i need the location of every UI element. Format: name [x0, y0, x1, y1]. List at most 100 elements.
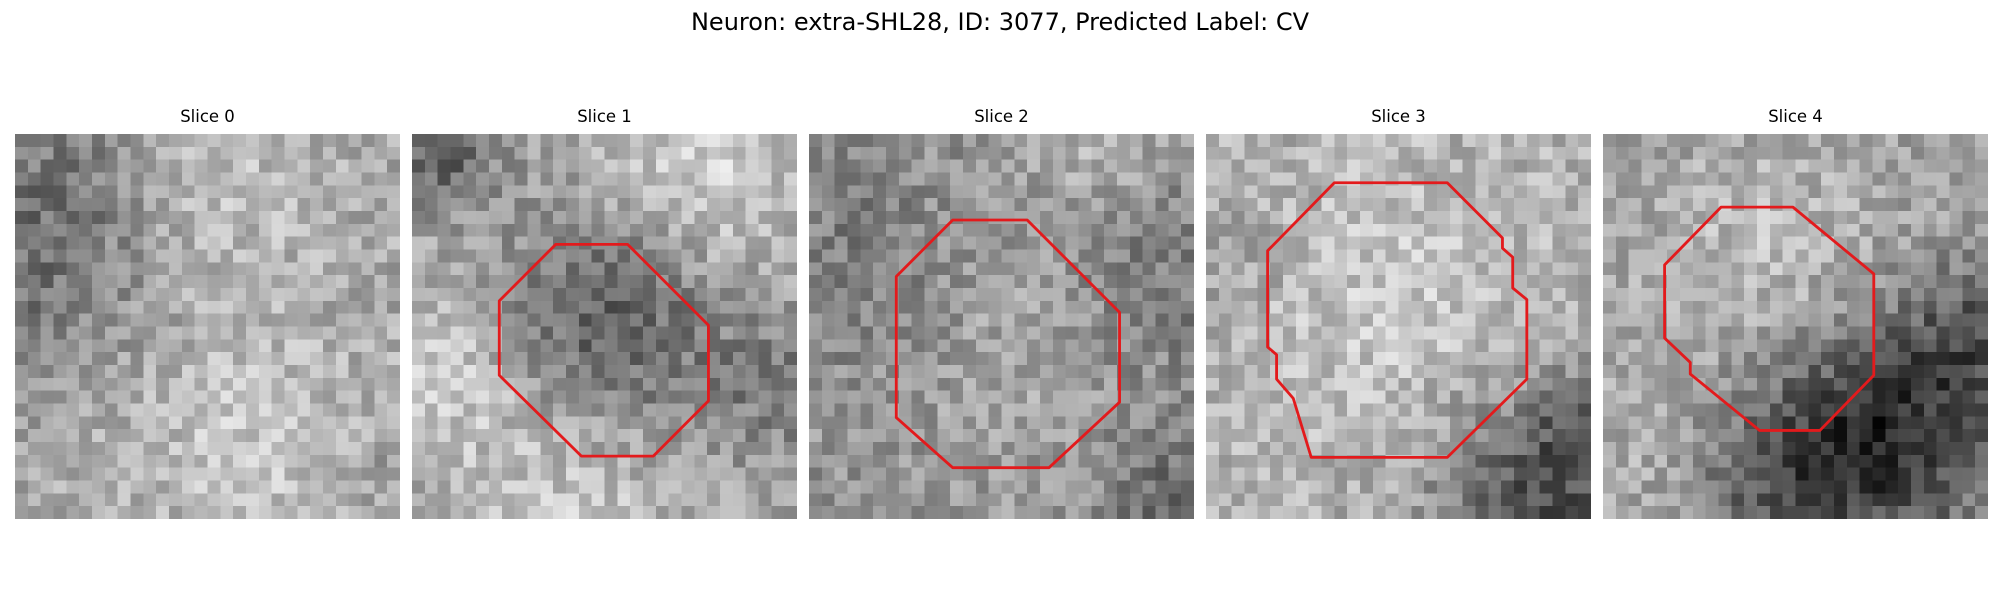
pixel — [1526, 223, 1540, 237]
pixel — [732, 172, 746, 186]
pixel — [271, 506, 285, 519]
pixel — [1539, 480, 1553, 494]
pixel — [771, 313, 785, 327]
pixel — [1078, 467, 1092, 481]
pixel — [1155, 493, 1169, 507]
pixel — [1872, 288, 1886, 302]
pixel — [1078, 480, 1092, 494]
pixel — [1411, 313, 1425, 327]
pixel — [40, 288, 54, 302]
pixel — [1744, 493, 1758, 507]
pixel — [1142, 288, 1156, 302]
pixel — [1014, 377, 1028, 391]
pixel — [1347, 223, 1361, 237]
pixel — [1821, 172, 1835, 186]
pixel — [1782, 223, 1796, 237]
pixel — [1705, 352, 1719, 366]
pixel — [911, 454, 925, 468]
pixel — [1001, 365, 1015, 379]
pixel — [707, 339, 721, 353]
pixel — [950, 172, 964, 186]
pixel — [514, 146, 528, 160]
pixel — [1821, 313, 1835, 327]
pixel — [1437, 506, 1451, 519]
pixel — [1654, 339, 1668, 353]
pixel — [501, 185, 515, 199]
pixel — [732, 467, 746, 481]
pixel — [348, 288, 362, 302]
pixel — [1680, 159, 1694, 173]
pixel — [1437, 365, 1451, 379]
pixel — [1308, 262, 1322, 276]
pixel — [1321, 159, 1335, 173]
pixel — [1475, 288, 1489, 302]
pixel — [1962, 185, 1976, 199]
pixel — [1065, 390, 1079, 404]
pixel — [732, 506, 746, 519]
pixel — [1168, 416, 1182, 430]
pixel — [220, 275, 234, 289]
pixel — [463, 288, 477, 302]
pixel — [1654, 146, 1668, 160]
pixel — [1321, 339, 1335, 353]
pixel — [1411, 211, 1425, 225]
pixel — [1014, 467, 1028, 481]
pixel — [130, 326, 144, 340]
pixel — [617, 172, 631, 186]
pixel — [1641, 326, 1655, 340]
pixel — [1308, 442, 1322, 456]
pixel — [898, 275, 912, 289]
pixel — [1168, 352, 1182, 366]
pixel — [348, 506, 362, 519]
pixel — [258, 262, 272, 276]
pixel — [937, 198, 951, 212]
pixel — [617, 377, 631, 391]
pixel — [1283, 480, 1297, 494]
pixel — [1539, 288, 1553, 302]
pixel — [1117, 211, 1131, 225]
pixel — [1782, 403, 1796, 417]
pixel — [79, 172, 93, 186]
pixel — [924, 146, 938, 160]
pixel — [1424, 211, 1438, 225]
pixel — [527, 454, 541, 468]
pixel — [1065, 416, 1079, 430]
pixel — [604, 262, 618, 276]
pixel — [463, 480, 477, 494]
pixel — [578, 288, 592, 302]
pixel — [1501, 300, 1515, 314]
pixel — [1552, 480, 1566, 494]
pixel — [847, 223, 861, 237]
pixel — [1411, 275, 1425, 289]
pixel — [540, 223, 554, 237]
pixel — [1615, 172, 1629, 186]
pixel — [591, 211, 605, 225]
pixel — [450, 185, 464, 199]
pixel — [1514, 326, 1528, 340]
pixel — [53, 275, 67, 289]
pixel — [1615, 262, 1629, 276]
pixel — [463, 262, 477, 276]
pixel — [771, 275, 785, 289]
pixel — [169, 172, 183, 186]
pixel — [1603, 262, 1617, 276]
pixel — [1898, 493, 1912, 507]
pixel — [758, 172, 772, 186]
pixel — [15, 211, 29, 225]
pixel — [1962, 313, 1976, 327]
pixel — [1129, 326, 1143, 340]
pixel — [1603, 352, 1617, 366]
pixel — [27, 211, 41, 225]
pixel — [540, 313, 554, 327]
pixel — [514, 352, 528, 366]
pixel — [527, 134, 541, 148]
pixel — [771, 429, 785, 443]
pixel — [1104, 146, 1118, 160]
pixel — [1155, 198, 1169, 212]
pixel — [873, 339, 887, 353]
pixel — [1001, 185, 1015, 199]
pixel — [310, 211, 324, 225]
pixel — [1705, 480, 1719, 494]
pixel — [937, 390, 951, 404]
pixel — [1603, 172, 1617, 186]
